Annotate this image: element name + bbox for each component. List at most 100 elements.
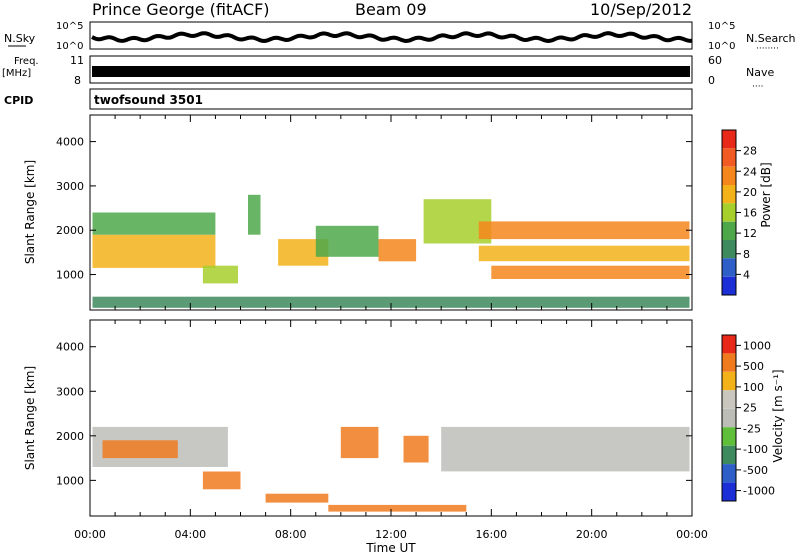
nave-tick-top: 60: [708, 54, 722, 67]
colorbar-segment: [722, 258, 736, 277]
power-y-ticks: 1000 2000 3000 4000: [56, 115, 693, 310]
freq-label-units: [MHz]: [2, 68, 31, 79]
colorbar-tick-label: 500: [743, 360, 764, 373]
heatmap-band: [340, 426, 379, 459]
heatmap-band: [328, 504, 467, 512]
colorbar-segment: [722, 427, 736, 446]
colorbar-segment: [722, 445, 736, 465]
colorbar-tick-label: 100: [743, 381, 764, 394]
colorbar-segment: [722, 371, 736, 391]
power-heatmap: [92, 194, 690, 308]
colorbar-tick-label: 4: [743, 268, 750, 281]
colorbar-segment: [722, 166, 736, 185]
colorbar-segment: [722, 353, 736, 372]
count-tick-bottom-left: 10^0: [56, 41, 83, 52]
heatmap-band: [478, 221, 690, 240]
heatmap-band: [248, 194, 261, 235]
heatmap-band: [202, 265, 238, 284]
velocity-y-axis-label: Slant Range [km]: [23, 366, 37, 470]
heatmap-band: [478, 245, 690, 262]
colorbar-segment: [722, 130, 736, 149]
count-tick-top-left: 10^5: [56, 21, 83, 32]
y-tick-label: 2000: [56, 430, 84, 443]
station-title: Prince George (fitACF): [92, 0, 270, 19]
colorbar-segment: [722, 408, 736, 428]
heatmap-band: [403, 435, 429, 463]
cpid-panel: [89, 88, 693, 110]
freq-panel: [89, 55, 693, 84]
heatmap-band: [92, 296, 690, 308]
y-tick-label: 1000: [56, 474, 84, 487]
freq-label-top: Freq.: [14, 56, 39, 67]
y-tick-label: 3000: [56, 180, 84, 193]
heatmap-band: [202, 471, 241, 490]
heatmap-band: [491, 265, 690, 279]
velocity-plot-area: [90, 320, 692, 516]
colorbar-segment: [722, 482, 736, 501]
heatmap-band: [265, 493, 329, 503]
x-tick-label: 16:00: [475, 528, 507, 541]
count-tick-top-right: 10^5: [708, 21, 735, 32]
colorbar-tick-label: 1000: [743, 339, 771, 352]
freq-tick-top: 11: [70, 54, 84, 67]
power-y-axis-label: Slant Range [km]: [23, 160, 37, 264]
colorbar-tick-label: 24: [743, 165, 757, 178]
colorbar-tick-label: 16: [743, 207, 757, 220]
y-tick-label: 3000: [56, 385, 84, 398]
nave-legend-dots: ····: [752, 82, 763, 92]
x-tick-label: 04:00: [174, 528, 206, 541]
x-tick-label: 08:00: [275, 528, 307, 541]
velocity-colorbar-label: Velocity [m s⁻¹]: [771, 369, 785, 462]
heatmap-band: [92, 234, 216, 268]
colorbar-tick-label: 8: [743, 248, 750, 261]
nave-tick-bottom: 0: [708, 74, 715, 87]
x-axis: 00:00 04:00 08:00 12:00 16:00 20:00 00:00: [74, 528, 708, 541]
cpid-label: CPID: [4, 94, 33, 107]
colorbar-tick-label: -100: [743, 443, 768, 456]
count-tick-bottom-right: 10^0: [708, 41, 735, 52]
freq-trace: [92, 66, 690, 77]
heatmap-band: [102, 440, 178, 459]
colorbar-segment: [722, 276, 736, 295]
date-title: 10/Sep/2012: [590, 0, 692, 19]
power-colorbar-label: Power [dB]: [759, 162, 773, 227]
nsearch-label: N.Search: [746, 32, 796, 45]
colorbar-tick-label: 28: [743, 145, 757, 158]
colorbar-tick-label: 20: [743, 186, 757, 199]
heatmap-band: [441, 426, 690, 472]
velocity-heatmap: [92, 426, 690, 512]
colorbar-segment: [722, 390, 736, 409]
beam-title: Beam 09: [355, 0, 427, 19]
nsky-trace: [91, 31, 693, 44]
colorbar-tick-label: 12: [743, 227, 757, 240]
freq-tick-bottom: 8: [74, 74, 81, 87]
heatmap-band: [315, 225, 379, 257]
colorbar-segment: [722, 148, 736, 167]
y-tick-label: 2000: [56, 224, 84, 237]
power-panel: 1000 2000 3000 4000 Slant Range [km] 4 8 12 16…: [23, 114, 773, 311]
x-tick-label: 20:00: [576, 528, 608, 541]
x-tick-label: 00:00: [676, 528, 708, 541]
colorbar-tick-label: -1000: [743, 485, 775, 498]
colorbar-frame: [721, 334, 737, 502]
heatmap-band: [378, 239, 417, 262]
x-axis-label: Time UT: [365, 541, 416, 554]
colorbar-segment: [722, 464, 736, 483]
colorbar-segment: [722, 203, 736, 222]
nsky-panel: [89, 21, 693, 50]
velocity-panel: 1000 2000 3000 4000 Slant Range [km] 1000 50…: [23, 319, 785, 517]
colorbar-segment: [722, 221, 736, 240]
velocity-colorbar: 1000 500 100 25 -25 -100 -500 -1000: [721, 334, 775, 502]
colorbar-segment: [722, 240, 736, 259]
y-tick-label: 1000: [56, 269, 84, 282]
power-colorbar: 4 8 12 16 20 24 28: [721, 129, 757, 296]
colorbar-tick-label: 25: [743, 402, 757, 415]
y-tick-label: 4000: [56, 341, 84, 354]
colorbar-segment: [722, 185, 736, 204]
nsearch-legend-dots: ········: [756, 44, 779, 54]
x-tick-label: 00:00: [74, 528, 106, 541]
nsky-label: N.Sky: [4, 32, 36, 45]
x-tick-label: 12:00: [375, 528, 407, 541]
colorbar-tick-label: -25: [743, 422, 761, 435]
